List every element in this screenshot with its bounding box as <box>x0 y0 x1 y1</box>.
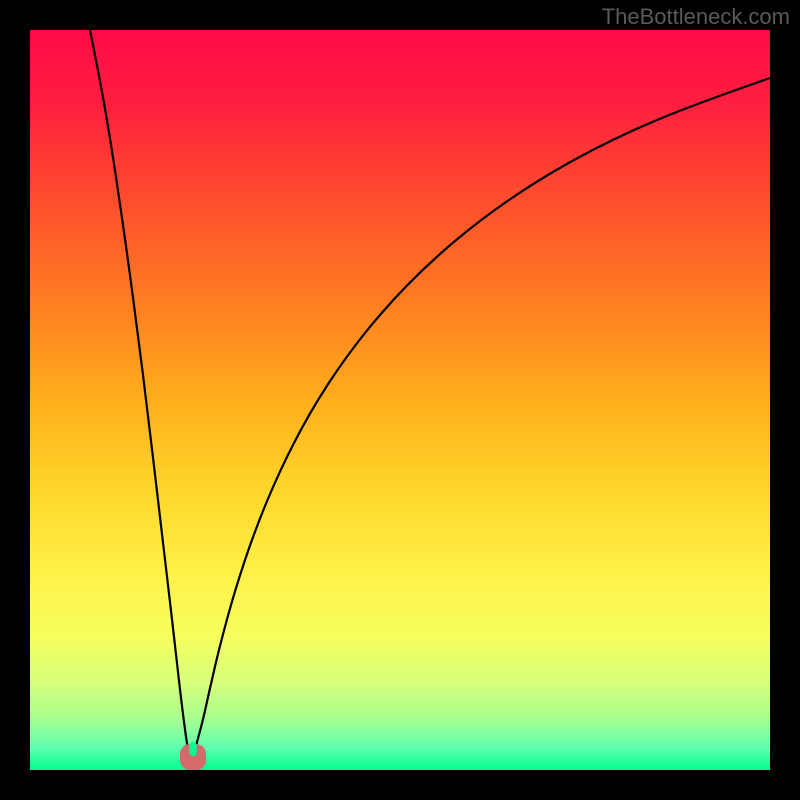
plot-area <box>30 30 770 770</box>
watermark-text: TheBottleneck.com <box>602 4 790 30</box>
chart-frame: TheBottleneck.com <box>0 0 800 800</box>
bottom-marker <box>30 30 770 770</box>
